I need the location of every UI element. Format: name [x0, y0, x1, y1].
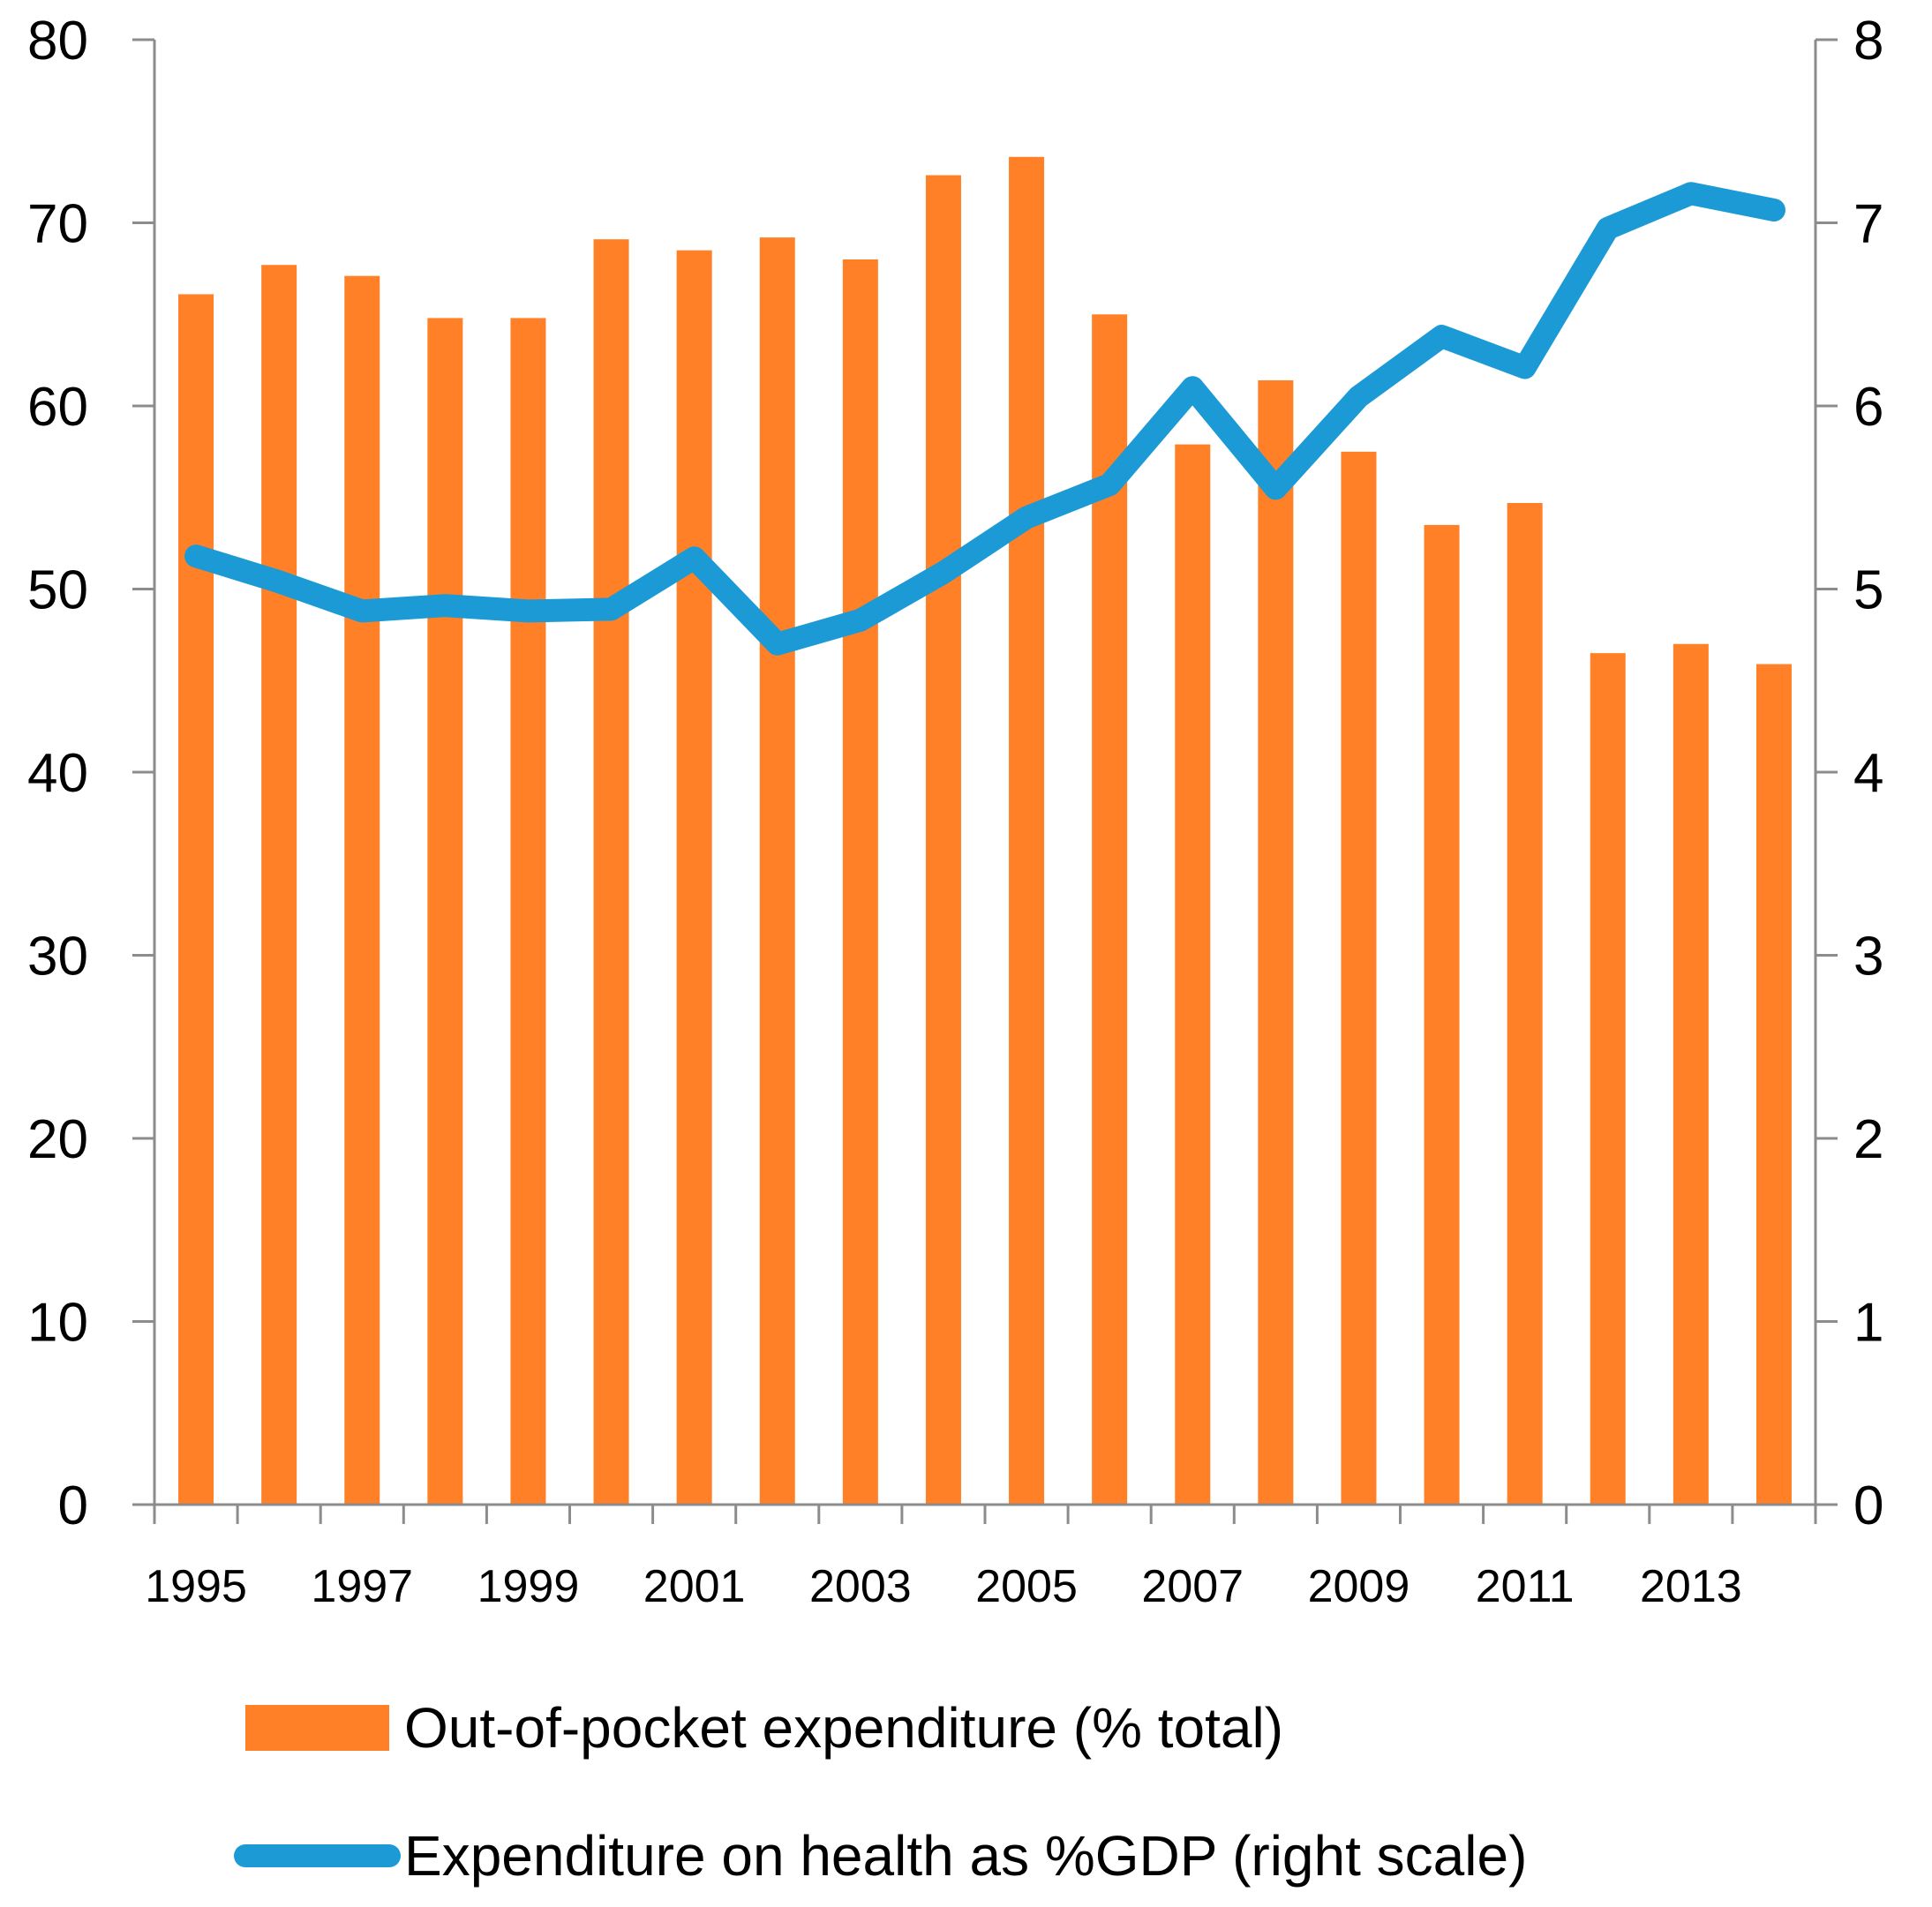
legend: Out-of-pocket expenditure (% total) Expen…: [234, 1696, 1527, 1888]
x-tick-label: 2013: [1640, 1561, 1742, 1612]
x-tick-label: 2009: [1308, 1561, 1410, 1612]
right-tick-label: 2: [1853, 1109, 1883, 1170]
legend-label-line: Expenditure on health as %GDP (right sca…: [404, 1824, 1527, 1888]
right-tick-label: 3: [1853, 927, 1883, 987]
x-tick-label: 1999: [477, 1561, 580, 1612]
bar-2003: [842, 259, 878, 1505]
x-tick-label: 2001: [643, 1561, 746, 1612]
bar-2011: [1507, 502, 1543, 1505]
axes: 0 10 20 30 40 50 60 70 80 0 1 2 3 4 5 6 7 8 1995 1997 1999 20…: [27, 11, 1883, 1612]
left-tick-label: 30: [27, 927, 88, 987]
x-tick-label: 2003: [809, 1561, 912, 1612]
left-tick-label: 10: [27, 1293, 88, 1354]
bar-series: [178, 156, 1792, 1505]
left-tick-label: 70: [27, 194, 88, 255]
left-tick-label: 60: [27, 377, 88, 438]
right-tick-label: 6: [1853, 377, 1883, 438]
left-tick-label: 50: [27, 560, 88, 621]
bar-2005: [1009, 156, 1045, 1505]
right-tick-label: 1: [1853, 1293, 1883, 1354]
left-tick-label: 20: [27, 1109, 88, 1170]
bar-2012: [1590, 653, 1626, 1505]
bar-2008: [1258, 379, 1294, 1505]
left-tick-label: 80: [27, 11, 88, 71]
x-tick-label: 2005: [975, 1561, 1078, 1612]
x-tick-label: 2011: [1476, 1561, 1575, 1612]
legend-swatch-bar: [245, 1705, 389, 1751]
left-tick-label: 0: [58, 1475, 88, 1536]
bar-1998: [427, 318, 463, 1505]
x-tick-label: 1997: [311, 1561, 413, 1612]
right-tick-label: 8: [1853, 11, 1883, 71]
legend-label-bar: Out-of-pocket expenditure (% total): [404, 1696, 1283, 1760]
bar-2010: [1424, 524, 1460, 1505]
bar-2009: [1341, 451, 1377, 1505]
bar-2006: [1092, 314, 1128, 1505]
bar-2007: [1175, 444, 1211, 1505]
bar-1997: [344, 275, 380, 1505]
line-series: [184, 182, 1785, 656]
bar-2002: [759, 237, 795, 1505]
right-tick-label: 0: [1853, 1475, 1883, 1536]
bar-1996: [261, 265, 297, 1505]
bar-2013: [1673, 643, 1709, 1505]
right-tick-label: 7: [1853, 194, 1883, 255]
gdp-line: [184, 182, 1785, 656]
x-tick-label: 1995: [145, 1561, 247, 1612]
bar-2004: [925, 175, 961, 1505]
bar-2014: [1755, 664, 1792, 1505]
right-tick-label: 4: [1853, 743, 1883, 804]
bar-2000: [593, 239, 629, 1505]
bar-2001: [676, 250, 712, 1505]
bar-1995: [178, 294, 214, 1505]
left-tick-label: 40: [27, 743, 88, 804]
x-tick-label: 2007: [1141, 1561, 1244, 1612]
bar-1999: [510, 318, 546, 1505]
right-tick-label: 5: [1853, 560, 1883, 621]
